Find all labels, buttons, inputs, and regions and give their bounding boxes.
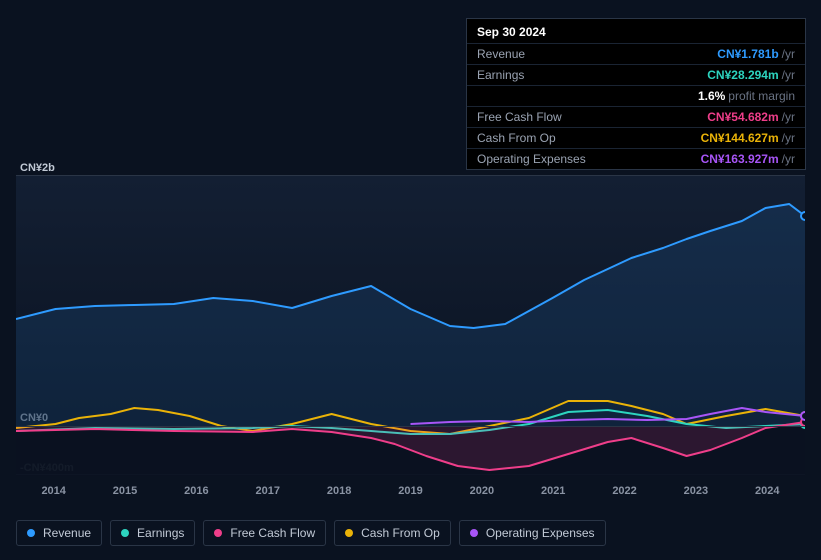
x-axis-label: 2018 xyxy=(303,485,374,497)
legend-swatch xyxy=(470,529,478,537)
legend-label: Revenue xyxy=(43,526,91,540)
tooltip-row: Earnings CN¥28.294m/yr xyxy=(467,64,805,85)
legend-label: Free Cash Flow xyxy=(230,526,315,540)
x-axis-label: 2021 xyxy=(518,485,589,497)
zero-line xyxy=(16,426,805,427)
tooltip-row-value: CN¥163.927m/yr xyxy=(701,152,795,166)
legend-swatch xyxy=(345,529,353,537)
tooltip-row-label: Free Cash Flow xyxy=(477,110,562,124)
legend-label: Cash From Op xyxy=(361,526,440,540)
metrics-tooltip: Sep 30 2024 Revenue CN¥1.781b/yr Earnings C… xyxy=(466,18,806,170)
legend-swatch xyxy=(121,529,129,537)
x-axis-label: 2020 xyxy=(446,485,517,497)
y-axis-label: CN¥2b xyxy=(20,162,55,174)
tooltip-row: Operating Expenses CN¥163.927m/yr xyxy=(467,148,805,169)
series-end-marker xyxy=(801,412,805,420)
chart-lines xyxy=(16,176,805,476)
legend-label: Earnings xyxy=(137,526,184,540)
x-axis-label: 2016 xyxy=(161,485,232,497)
x-axis: 2014201520162017201820192020202120222023… xyxy=(16,485,805,497)
tooltip-row-label: Earnings xyxy=(477,68,524,82)
tooltip-row-value: 1.6%profit margin xyxy=(698,89,795,103)
x-axis-label: 2019 xyxy=(375,485,446,497)
series-end-marker xyxy=(801,212,805,220)
tooltip-row: Free Cash Flow CN¥54.682m/yr xyxy=(467,106,805,127)
legend-item[interactable]: Operating Expenses xyxy=(459,520,606,546)
legend-item[interactable]: Free Cash Flow xyxy=(203,520,326,546)
x-axis-label: 2017 xyxy=(232,485,303,497)
x-axis-label: 2014 xyxy=(18,485,89,497)
x-axis-label: 2022 xyxy=(589,485,660,497)
legend-label: Operating Expenses xyxy=(486,526,595,540)
tooltip-row-value: CN¥144.627m/yr xyxy=(701,131,795,145)
x-axis-label: 2023 xyxy=(660,485,731,497)
x-axis-label: 2024 xyxy=(732,485,803,497)
legend-swatch xyxy=(214,529,222,537)
x-axis-label: 2015 xyxy=(89,485,160,497)
tooltip-row: Cash From Op CN¥144.627m/yr xyxy=(467,127,805,148)
tooltip-row-value: CN¥1.781b/yr xyxy=(717,47,795,61)
tooltip-row-label: Cash From Op xyxy=(477,131,556,145)
legend-swatch xyxy=(27,529,35,537)
chart-plot-area[interactable] xyxy=(16,175,805,475)
legend-item[interactable]: Revenue xyxy=(16,520,102,546)
legend-item[interactable]: Cash From Op xyxy=(334,520,451,546)
chart-legend: Revenue Earnings Free Cash Flow Cash From O… xyxy=(16,520,606,546)
tooltip-row-value: CN¥54.682m/yr xyxy=(707,110,795,124)
legend-item[interactable]: Earnings xyxy=(110,520,195,546)
tooltip-row-label: Revenue xyxy=(477,47,525,61)
tooltip-row: 1.6%profit margin xyxy=(467,85,805,106)
tooltip-row-label: Operating Expenses xyxy=(477,152,586,166)
financials-chart: CN¥2bCN¥0-CN¥400m 2014201520162017201820… xyxy=(16,160,805,500)
tooltip-row-value: CN¥28.294m/yr xyxy=(707,68,795,82)
tooltip-date: Sep 30 2024 xyxy=(467,19,805,43)
tooltip-row: Revenue CN¥1.781b/yr xyxy=(467,43,805,64)
